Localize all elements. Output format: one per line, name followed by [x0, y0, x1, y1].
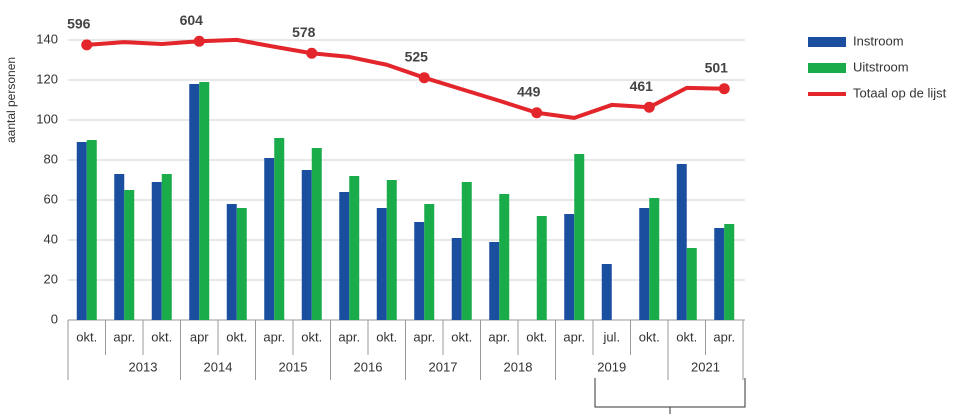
bar [301, 170, 312, 320]
line-point [418, 72, 430, 84]
bar [124, 190, 135, 320]
bar [264, 158, 275, 320]
data-label: 596 [67, 16, 91, 32]
bar [499, 194, 510, 320]
y-tick-label: 100 [36, 111, 58, 126]
bar [386, 180, 397, 320]
bar [536, 216, 547, 320]
bar [686, 248, 697, 320]
group-label: 2021 [691, 359, 720, 374]
bar [724, 224, 735, 320]
group-label: 2019 [597, 359, 626, 374]
x-tick-label: okt. [451, 329, 472, 344]
data-label: 578 [292, 24, 316, 40]
bar [86, 140, 97, 320]
line-point [643, 101, 655, 113]
bar [564, 214, 575, 320]
x-tick-label: okt. [676, 329, 697, 344]
group-label: 2015 [279, 359, 308, 374]
bar [714, 228, 725, 320]
line-point [718, 83, 730, 95]
x-tick-label: okt. [526, 329, 547, 344]
bar [339, 192, 350, 320]
data-label: 461 [630, 78, 654, 94]
x-tick-label: okt. [76, 329, 97, 344]
data-label: 604 [180, 12, 204, 28]
bar [649, 198, 660, 320]
bar [601, 264, 612, 320]
bar [199, 82, 210, 320]
bar [226, 204, 237, 320]
bracket [594, 378, 746, 414]
bar [76, 142, 87, 320]
bar [574, 154, 585, 320]
group-label: 2018 [504, 359, 533, 374]
y-axis-title: aantal personen [4, 57, 18, 143]
line [86, 37, 725, 120]
y-tick-label: 80 [44, 151, 58, 166]
y-tick-label: 20 [44, 271, 58, 286]
y-tick-label: 140 [36, 31, 58, 46]
y-tick-label: 60 [44, 191, 58, 206]
bar [189, 84, 200, 320]
line-point [193, 35, 205, 47]
legend-swatch [808, 37, 846, 47]
group-label: 2013 [129, 359, 158, 374]
group-label: 2014 [204, 359, 233, 374]
bar [489, 242, 500, 320]
legend-label: Totaal op de lijst [853, 85, 947, 100]
x-tick-label: apr. [263, 329, 285, 344]
bar [451, 238, 462, 320]
legend-label: Uitstroom [853, 59, 909, 74]
data-label: 525 [405, 48, 429, 64]
data-label: 501 [705, 59, 729, 75]
bar [114, 174, 125, 320]
y-tick-label: 40 [44, 231, 58, 246]
data-label: 449 [517, 83, 541, 99]
legend-label: Instroom [853, 33, 904, 48]
bar [639, 208, 650, 320]
x-tick-label: okt. [151, 329, 172, 344]
bar [424, 204, 435, 320]
x-tick-label: apr. [413, 329, 435, 344]
x-tick-label: okt. [301, 329, 322, 344]
line-point [531, 107, 543, 119]
x-tick-label: jul. [602, 329, 620, 344]
y-tick-label: 0 [51, 311, 58, 326]
x-tick-label: okt. [226, 329, 247, 344]
x-tick-label: apr [190, 329, 209, 344]
group-label: 2017 [429, 359, 458, 374]
bar [349, 176, 360, 320]
bar [376, 208, 387, 320]
x-tick-label: apr. [488, 329, 510, 344]
x-tick-label: apr. [113, 329, 135, 344]
bar [161, 174, 172, 320]
line-point [81, 39, 93, 51]
bar [311, 148, 322, 320]
bar [414, 222, 425, 320]
x-tick-label: apr. [338, 329, 360, 344]
y-tick-label: 120 [36, 71, 58, 86]
line-point [306, 47, 318, 59]
bar [236, 208, 247, 320]
x-tick-label: apr. [713, 329, 735, 344]
bar [461, 182, 472, 320]
x-tick-label: okt. [639, 329, 660, 344]
group-label: 2016 [354, 359, 383, 374]
legend-swatch [808, 63, 846, 73]
bar [274, 138, 285, 320]
x-tick-label: apr. [563, 329, 585, 344]
bar [151, 182, 162, 320]
bar [676, 164, 687, 320]
x-tick-label: okt. [376, 329, 397, 344]
